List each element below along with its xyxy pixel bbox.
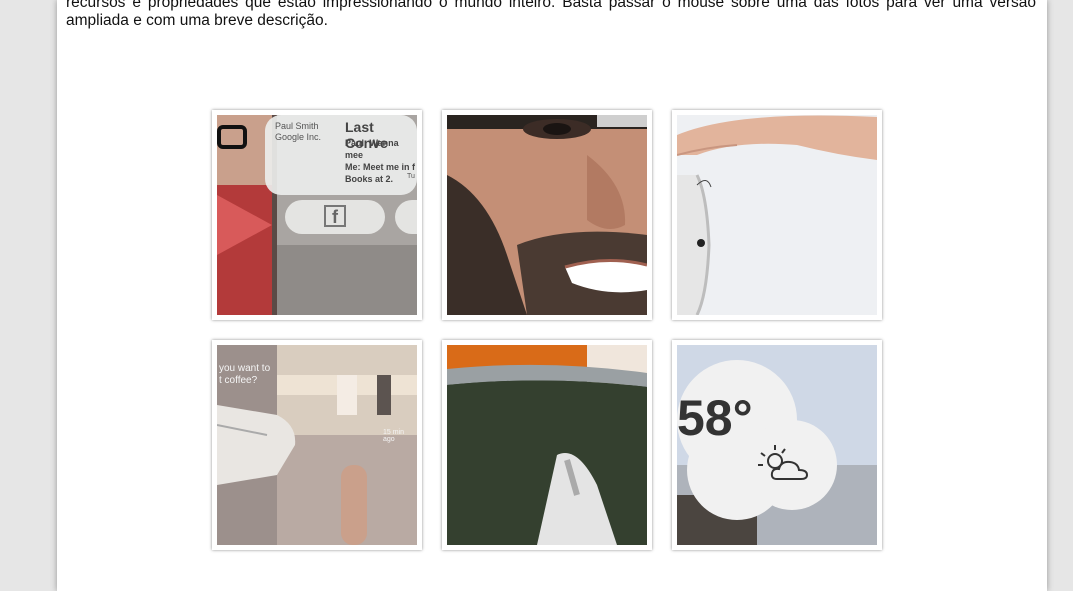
hud-contact-company: Google Inc. [275,132,322,142]
content-page: recursos e propriedades que estão impres… [57,0,1047,591]
hud-line: Paul: Wanna mee [345,138,399,160]
temperature-readout: 58° [677,390,753,446]
gallery-photo-smiling-face[interactable] [442,110,652,320]
gallery-photo-weather[interactable]: 58° [672,340,882,550]
gallery-photo-lens-closeup[interactable] [442,340,652,550]
facebook-icon: f [324,205,346,227]
hud-title: Last Conve [345,119,388,151]
prompt-line: you want to [219,363,271,374]
hud-contact-name: Paul Smith [275,121,319,131]
gallery-photo-hand-frame[interactable] [672,110,882,320]
hud-line: Me: Meet me in f [345,162,416,172]
partly-sunny-icon [755,443,813,483]
hud-time: Tu [407,173,415,180]
prompt-line: t coffee? [219,375,258,386]
prompt-time: 15 min ago [383,429,405,443]
intro-paragraph: recursos e propriedades que estão impres… [66,0,1036,29]
gallery-photo-hud-message[interactable]: Paul Smith Google Inc. Last Conve Paul: … [212,110,422,320]
hud-line: Books at 2. [345,174,394,184]
gallery-photo-coffee-prompt[interactable]: you want to t coffee? 15 min ago [212,340,422,550]
